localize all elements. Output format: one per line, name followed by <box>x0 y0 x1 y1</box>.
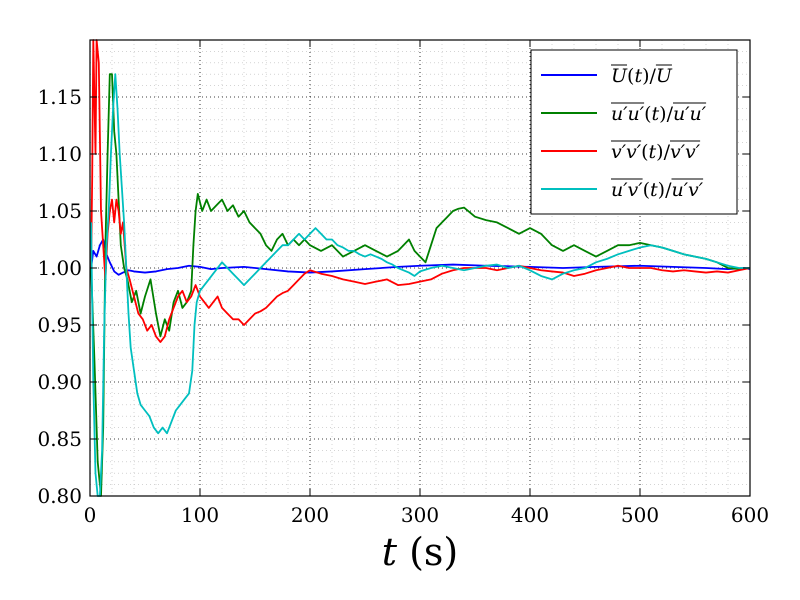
legend-label-part: t <box>634 65 642 87</box>
legend-label-2: u′u′(t)/u′u′ <box>611 103 707 125</box>
x-axis-label-var: t <box>382 530 398 574</box>
y-tick-label: 0.95 <box>37 313 82 337</box>
series-line-2 <box>90 73 751 497</box>
series-line-3 <box>90 39 751 343</box>
legend-label-part: ( <box>644 103 651 125</box>
y-tick-label: 1.15 <box>37 85 82 109</box>
legend-label-3: v′v′(t)/v′v′ <box>611 141 701 163</box>
legend-entries: U(t)/Uu′u′(t)/u′u′v′v′(t)/v′v′u′v′(t)/u′… <box>541 64 707 201</box>
legend-label-part: U <box>611 65 628 87</box>
x-tick-label: 300 <box>401 503 439 527</box>
series-line-4 <box>90 73 750 497</box>
x-axis-label-space <box>397 530 409 574</box>
legend: U(t)/Uu′u′(t)/u′u′v′v′(t)/v′v′u′v′(t)/u′… <box>530 49 738 215</box>
legend-label-part: t <box>652 103 660 125</box>
y-tick-label: 0.80 <box>37 484 82 508</box>
legend-label-part: u′v′ <box>611 179 643 201</box>
x-axis-label: t (s) <box>382 530 459 574</box>
legend-label-part: t <box>649 141 657 163</box>
axis-ticks <box>89 40 751 497</box>
legend-label-part: v′v′ <box>611 141 642 163</box>
legend-label-part: )/ <box>642 65 656 87</box>
legend-label-part: ( <box>641 141 648 163</box>
tick-labels: 0 100 200 300 400 500 600 0.80 0.85 0.90 0.95 1.00 1… <box>37 85 769 527</box>
series-layer <box>90 39 751 497</box>
y-tick-label: 0.85 <box>37 427 82 451</box>
legend-label-part: )/ <box>656 141 670 163</box>
x-axis-label-unit: (s) <box>409 530 458 574</box>
y-tick-label: 1.10 <box>37 142 82 166</box>
legend-label-part: ( <box>627 65 634 87</box>
legend-label-part: u′u′ <box>673 103 707 125</box>
y-tick-label: 0.90 <box>37 370 82 394</box>
legend-label-1: U(t)/U <box>611 65 673 87</box>
y-tick-label: 1.00 <box>37 256 82 280</box>
legend-label-part: )/ <box>659 103 673 125</box>
x-tick-label: 500 <box>621 503 659 527</box>
legend-label-4: u′v′(t)/u′v′ <box>611 179 704 201</box>
legend-label-part: t <box>650 179 658 201</box>
legend-label-part: u′u′ <box>611 103 645 125</box>
legend-label-part: U <box>656 65 673 87</box>
y-tick-label: 1.05 <box>37 199 82 223</box>
legend-label-part: v′v′ <box>670 141 701 163</box>
x-tick-label: 0 <box>84 503 97 527</box>
legend-label-part: u′v′ <box>672 179 704 201</box>
legend-label-part: )/ <box>658 179 672 201</box>
x-tick-label: 100 <box>181 503 219 527</box>
legend-box <box>530 49 738 215</box>
x-tick-label: 200 <box>291 503 329 527</box>
legend-label-part: ( <box>643 179 650 201</box>
x-tick-label: 400 <box>511 503 549 527</box>
x-tick-label: 600 <box>731 503 769 527</box>
